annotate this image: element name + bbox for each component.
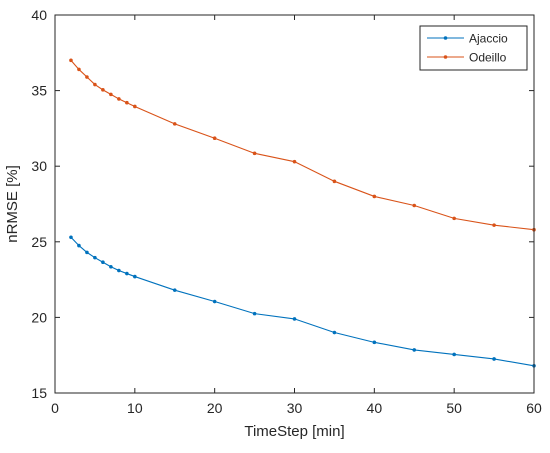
x-tick-label: 30 [287, 400, 303, 416]
legend: Ajaccio Odeillo [419, 25, 528, 71]
ajaccio-data-point [292, 317, 297, 321]
legend-box [419, 25, 528, 71]
odeillo-data-point [252, 151, 257, 156]
ajaccio-data-point [93, 255, 97, 260]
odeillo-data-point [212, 136, 217, 141]
ajaccio-data-point [212, 299, 217, 304]
odeillo-data-point [452, 216, 456, 221]
series-layer [69, 58, 536, 368]
ajaccio-data-point [101, 260, 105, 265]
y-tick-label: 40 [31, 7, 47, 23]
x-tick-label: 20 [207, 400, 223, 416]
ticks-layer: 0 10 20 30 40 50 60 15 20 25 30 35 40 [31, 7, 542, 416]
y-tick-label: 20 [31, 309, 47, 325]
ajaccio-data-point [85, 250, 89, 255]
odeillo-data-point [332, 179, 337, 184]
odeillo-data-point [77, 67, 81, 72]
y-tick-label: 30 [31, 158, 47, 174]
odeillo-data-point [125, 100, 129, 105]
y-axis-label: nRMSE [%] [4, 165, 21, 243]
plot-area [55, 15, 534, 393]
odeillo-data-point [117, 97, 121, 101]
ajaccio-data-point [109, 264, 113, 269]
odeillo-data-point [172, 122, 177, 126]
x-tick-label: 0 [51, 400, 59, 416]
x-tick-label: 60 [526, 400, 542, 416]
odeillo-data-point [101, 88, 105, 92]
ajaccio-data-point [332, 330, 337, 335]
ajaccio-data-point [77, 243, 81, 248]
ajaccio-data-point [125, 271, 129, 276]
ajaccio-data-point [117, 268, 121, 273]
ajaccio-data-point [452, 352, 456, 357]
odeillo-data-point [133, 104, 137, 109]
odeillo-data-point [93, 82, 97, 87]
x-axis-label: TimeStep [min] [244, 423, 344, 440]
y-tick-label: 15 [31, 385, 47, 401]
ajaccio-data-point [412, 348, 417, 352]
ajaccio-legend-label: Ajaccio [469, 32, 508, 46]
y-tick-label: 25 [31, 234, 47, 250]
odeillo-data-point [85, 75, 89, 79]
odeillo-data-point [372, 194, 377, 199]
odeillo-data-point [109, 92, 113, 97]
ajaccio-data-point [133, 274, 137, 279]
odeillo-legend-label: Odeillo [469, 51, 507, 65]
x-tick-label: 40 [367, 400, 383, 416]
x-tick-label: 50 [446, 400, 462, 416]
ajaccio-data-point [372, 340, 377, 345]
x-tick-label: 10 [127, 400, 143, 416]
ajaccio-data-point [252, 311, 257, 316]
ajaccio-data-point [492, 357, 496, 361]
y-tick-label: 35 [31, 83, 47, 99]
ajaccio-data-point [69, 235, 73, 240]
odeillo-data-point [69, 58, 73, 63]
odeillo-data-point [412, 203, 417, 208]
ajaccio-data-point [172, 288, 177, 292]
odeillo-legend-marker [443, 55, 448, 59]
odeillo-data-point [292, 159, 297, 164]
odeillo-data-point [492, 223, 496, 227]
ajaccio-legend-marker [443, 36, 448, 40]
